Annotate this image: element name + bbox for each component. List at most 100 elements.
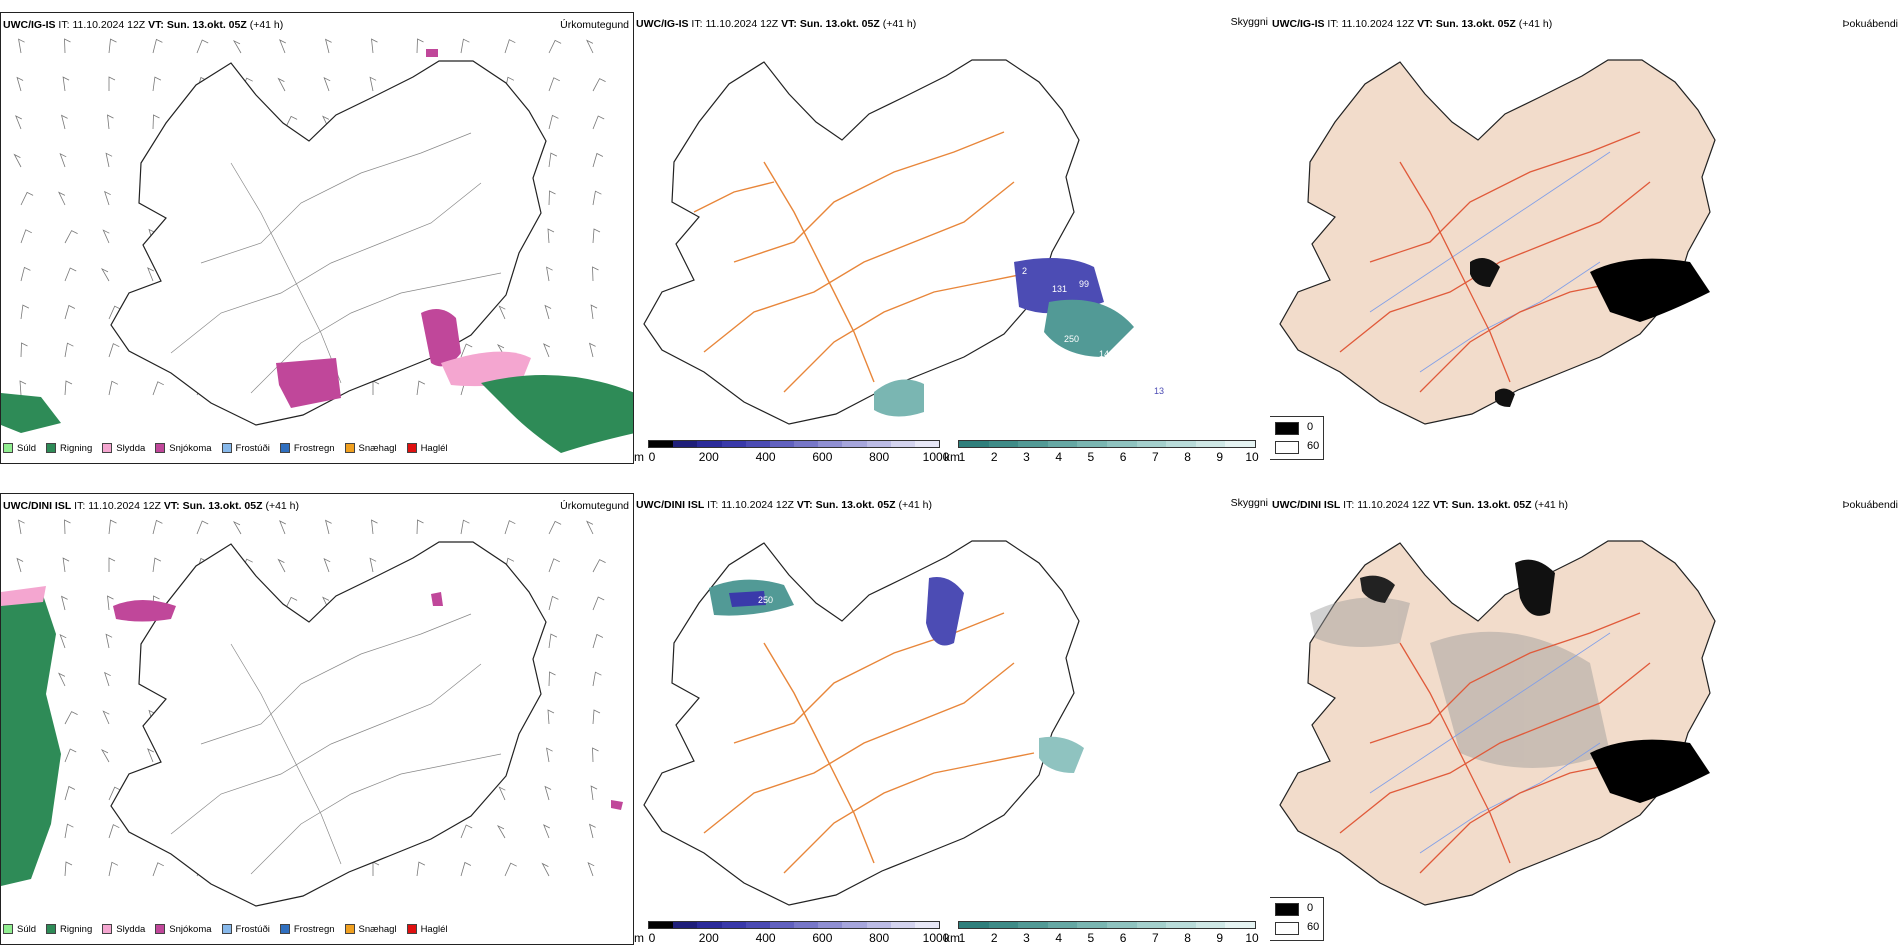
legend-swatch: [279, 924, 290, 934]
snow-spot-2: [611, 800, 623, 810]
wind-barb: [20, 229, 32, 244]
reduced-visibility-area-2: [874, 379, 924, 417]
panel-title: Skyggni: [1230, 16, 1268, 28]
visibility-map: 2 131 99 250 14 13: [643, 59, 1164, 425]
wind-barb: [107, 114, 114, 130]
colorbar-tick-label: 10: [1245, 450, 1259, 464]
colorbar-segment: [1047, 922, 1078, 928]
fog-legend-label: 0: [1307, 902, 1314, 914]
road-lines: [703, 612, 1035, 874]
legend-item-snow-pellets: Snæhagl: [344, 924, 397, 935]
colorbar-segment: [1077, 922, 1107, 928]
wind-barb: [460, 38, 470, 54]
fog-legend-label: 60: [1307, 921, 1320, 933]
road-lines: [693, 131, 1035, 393]
wind-barb: [544, 304, 552, 320]
panel-header: UWC/DINI ISL IT: 11.10.2024 12Z VT: Sun.…: [1272, 499, 1569, 511]
colorbar-segment: [1047, 441, 1078, 447]
colorbar-tick-label: 1000: [922, 450, 950, 464]
wind-barb: [152, 557, 162, 573]
visibility-m-colorbar: m 0 200 400 600 800 1000: [634, 440, 949, 464]
colorbar-tick-label: 5: [1087, 450, 1095, 464]
wind-barb: [20, 191, 34, 206]
wind-barb: [592, 115, 605, 130]
wind-barb: [61, 114, 68, 130]
wind-barb: [107, 595, 114, 611]
colorbar-segment: [1136, 922, 1167, 928]
colorbar-segment: [721, 441, 746, 447]
wind-barb: [58, 672, 66, 687]
wind-barb: [592, 266, 599, 282]
wind-barb: [105, 633, 113, 649]
legend-swatch: [221, 443, 232, 453]
wind-barb: [543, 824, 550, 839]
wind-barb: [548, 671, 556, 687]
wind-barb: [152, 381, 164, 396]
colorbar-tick-label: 0: [648, 450, 656, 464]
wind-barb: [416, 861, 426, 877]
wind-barb: [232, 520, 242, 535]
wind-barb: [64, 711, 78, 725]
wind-barb: [277, 558, 286, 573]
colorbar-tick-label: 7: [1151, 450, 1159, 464]
wind-barb: [498, 305, 506, 320]
road-lines: [170, 613, 502, 875]
wind-barb: [504, 520, 516, 535]
visibility-km-colorbar: km 1 2 3 4 5 6 7 8 9 10: [944, 921, 1259, 945]
wind-barb: [62, 76, 70, 92]
sleet-area: [1, 586, 46, 606]
wind-barb: [548, 595, 559, 611]
wind-barb: [496, 824, 506, 839]
wind-barb: [548, 520, 562, 535]
wind-barb: [541, 862, 550, 877]
wind-barb: [20, 304, 30, 320]
wind-barb: [64, 861, 73, 877]
colorbar-bar: [648, 921, 940, 929]
road-lines: [170, 132, 502, 394]
colorbar-tick-label: 400: [755, 450, 776, 464]
legend-swatch: [102, 443, 113, 453]
fog-legend-swatch: [1275, 922, 1299, 935]
colorbar-tick-label: 600: [812, 931, 833, 945]
visibility-panel-top: UWC/IG-IS IT: 11.10.2024 12Z VT: Sun. 13…: [634, 12, 1270, 464]
colorbar-bar: [958, 921, 1256, 929]
colorbar-segment: [914, 922, 940, 928]
fog-area-3: [1495, 388, 1515, 407]
wind-barb: [284, 115, 298, 130]
colorbar-segment: [1077, 441, 1107, 447]
wind-barb: [102, 229, 110, 244]
wind-barb: [64, 785, 76, 801]
sleet-area: [441, 351, 531, 387]
wind-barb: [548, 633, 558, 649]
colorbar-tick-label: 2: [990, 931, 998, 945]
legend-item-snow-pellets: Snæhagl: [344, 443, 397, 454]
fog-legend-swatch: [1275, 903, 1299, 916]
rain-area-2: [1, 393, 61, 433]
iceland-coast: [110, 541, 547, 907]
wind-barb: [152, 76, 162, 92]
colorbar-segment: [794, 922, 819, 928]
snow-spot: [426, 49, 438, 57]
wind-barb: [59, 152, 67, 168]
wind-barb: [105, 152, 113, 168]
visibility-value-label: 13: [820, 585, 830, 595]
colorbar-segment: [1106, 441, 1137, 447]
colorbar-segment: [1166, 441, 1196, 447]
colorbar-segment: [745, 922, 770, 928]
wind-barb: [152, 114, 160, 130]
colorbar-tick-label: 200: [698, 450, 719, 464]
colorbar-tick-label: 200: [698, 931, 719, 945]
legend-item-rain: Rigning: [46, 924, 92, 935]
colorbar-segment: [959, 441, 989, 447]
wind-barb: [20, 342, 28, 358]
legend-item-hail: Haglél: [406, 443, 448, 454]
fog-legend: 0 60: [1270, 897, 1324, 941]
wind-barb: [196, 39, 209, 54]
colorbar-segment: [721, 922, 746, 928]
fog-haze: [1310, 597, 1610, 768]
wind-barb: [279, 520, 286, 535]
visibility-value-label: 99: [1079, 279, 1089, 289]
wind-barb: [590, 785, 598, 801]
fog-index-panel-bottom: UWC/DINI ISL IT: 11.10.2024 12Z VT: Sun.…: [1270, 493, 1900, 945]
precip-type-panel-top: UWC/IG-IS IT: 11.10.2024 12Z VT: Sun. 13…: [0, 12, 634, 464]
